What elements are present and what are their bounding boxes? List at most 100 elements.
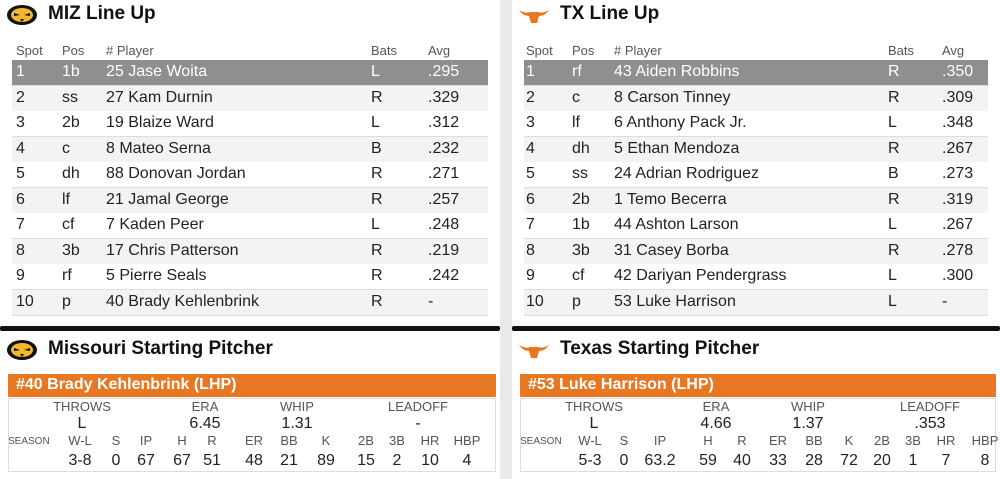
stat-value: 20 <box>873 452 891 469</box>
column-header: Pos <box>62 43 85 58</box>
lineup-cell: lf <box>62 190 70 208</box>
lineup-cell: .278 <box>942 241 974 259</box>
stat-value: 7 <box>941 452 951 469</box>
stat-value: 1.31 <box>281 415 313 432</box>
lineup-cell: R <box>888 88 900 106</box>
divider <box>0 326 500 331</box>
stat-value: 5-3 <box>578 452 602 469</box>
lineup-cell: 31 Casey Borba <box>614 241 729 259</box>
lineup-cell: - <box>942 292 948 310</box>
lineup-row <box>524 136 988 163</box>
lineup-cell: 21 Jamal George <box>106 190 229 208</box>
lineup-cell: .350 <box>942 63 974 80</box>
stat-value: 6.45 <box>189 415 221 432</box>
lineup-cell: 24 Adrian Rodriguez <box>614 165 759 182</box>
stat-value: .353 <box>914 415 946 432</box>
season-label: SEASON <box>8 436 50 447</box>
lineup-cell: cf <box>62 216 75 233</box>
column-header: Avg <box>428 43 451 58</box>
stat-value: 4 <box>462 452 472 469</box>
stat-value: 67 <box>137 452 155 469</box>
column-header: Spot <box>16 43 43 58</box>
lineup-cell: 4 <box>526 139 535 157</box>
lineup-cell: rf <box>62 267 72 284</box>
stat-header: THROWS <box>53 399 111 414</box>
season-label: SEASON <box>520 436 562 447</box>
lineup-cell: 4 <box>16 139 25 157</box>
lineup-cell: L <box>371 63 380 80</box>
stat-value: 51 <box>203 452 221 469</box>
lineup-cell: 10 <box>526 292 544 310</box>
pitcher-name: #40 Brady Kehlenbrink (LHP) <box>16 376 237 393</box>
lineup-cell: 2b <box>572 190 590 208</box>
lineup-cell: L <box>371 114 380 131</box>
stat-value: 1 <box>908 452 918 469</box>
lineup-cell: c <box>572 88 580 106</box>
lineup-cell: 6 <box>526 190 535 208</box>
lineup-cell: R <box>888 241 900 259</box>
stat-header: K <box>844 433 854 448</box>
stat-header: ER <box>768 433 788 448</box>
lineup-cell: 1 Temo Becerra <box>614 190 727 208</box>
lineup-cell: 40 Brady Kehlenbrink <box>106 292 259 310</box>
lineup-cell: B <box>371 139 382 157</box>
stat-header: S <box>619 433 629 448</box>
lineup-cell: 2 <box>526 88 535 106</box>
stat-header: HBP <box>453 433 481 448</box>
lineup-cell: 17 Chris Patterson <box>106 241 239 259</box>
stat-header: WHIP <box>280 399 314 414</box>
stat-value: 48 <box>245 452 263 469</box>
lineup-cell: 9 <box>16 267 25 284</box>
lineup-cell: 3 <box>526 114 535 131</box>
lineup-cell: 5 <box>16 165 25 182</box>
lineup-cell: 6 <box>16 190 25 208</box>
lineup-cell: 7 <box>526 216 535 233</box>
lineup-cell: R <box>888 63 900 80</box>
lineup-cell: R <box>371 165 383 182</box>
stat-header: R <box>737 433 747 448</box>
lineup-cell: 25 Jase Woita <box>106 63 208 80</box>
lineup-cell: 6 Anthony Pack Jr. <box>614 114 747 131</box>
team-logo <box>7 340 37 360</box>
lineup-cell: .267 <box>942 216 974 233</box>
lineup-cell: R <box>371 190 383 208</box>
lineup-cell: R <box>888 139 900 157</box>
lineup-cell: .300 <box>942 267 974 284</box>
lineup-cell: 5 <box>526 165 535 182</box>
stat-value: 33 <box>769 452 787 469</box>
lineup-cell: .242 <box>428 267 460 284</box>
stat-header: IP <box>139 433 153 448</box>
stat-value: - <box>415 415 421 432</box>
lineup-cell: 7 Kaden Peer <box>106 216 204 233</box>
gutter <box>500 0 512 479</box>
stat-header: BB <box>805 433 823 448</box>
divider <box>512 326 1000 331</box>
lineup-row <box>12 60 488 86</box>
lineup-cell: .309 <box>942 88 974 106</box>
lineup-cell: .329 <box>428 88 460 106</box>
pitcher-name: #53 Luke Harrison (LHP) <box>528 376 714 393</box>
section-title: Texas Starting Pitcher <box>560 338 760 359</box>
lineup-cell: L <box>888 292 897 310</box>
stat-value: L <box>77 415 87 432</box>
column-header: Avg <box>942 43 965 58</box>
lineup-cell: 7 <box>16 216 25 233</box>
stat-header: W-L <box>68 433 92 448</box>
lineup-cell: c <box>62 139 70 157</box>
lineup-cell: p <box>62 292 71 310</box>
lineup-cell: L <box>888 216 897 233</box>
lineup-cell: B <box>888 165 899 182</box>
lineup-cell: 8 <box>16 241 25 259</box>
lineup-cell: ss <box>572 165 588 182</box>
stat-header: K <box>321 433 331 448</box>
lineup-cell: R <box>371 88 383 106</box>
lineup-cell: L <box>888 267 897 284</box>
stat-header: S <box>111 433 121 448</box>
lineup-row <box>524 289 988 316</box>
stat-header: 2B <box>358 433 374 448</box>
column-header: Pos <box>572 43 595 58</box>
stat-header: HBP <box>971 433 999 448</box>
lineup-cell: 5 Ethan Mendoza <box>614 139 740 157</box>
stat-header: ER <box>244 433 264 448</box>
